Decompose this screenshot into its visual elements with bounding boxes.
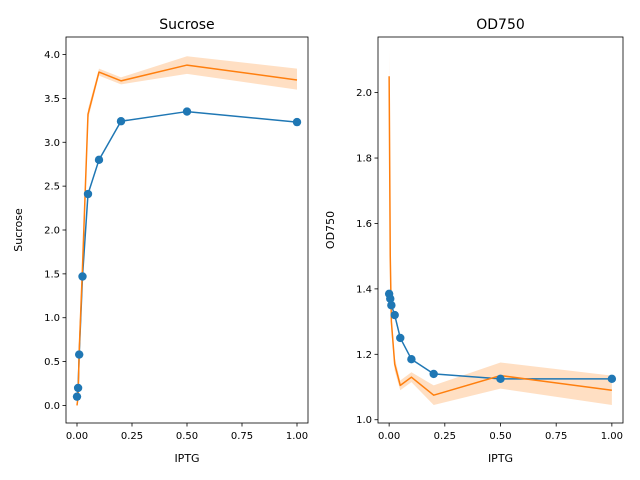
sucrose-y-tick-label: 2.0 (44, 226, 60, 237)
sucrose-blue-data-point (83, 189, 93, 199)
sucrose-x-tick-label: 0.25 (121, 431, 143, 442)
sucrose-y-tick-label: 3.0 (44, 138, 60, 149)
sucrose-y-tick-label: 4.0 (44, 50, 60, 61)
od750-x-tick-label: 0.00 (378, 431, 400, 442)
od750-blue-data-point (496, 374, 505, 384)
od750-x-tick-label: 0.25 (434, 431, 456, 442)
sucrose-ticks: 0.00 0.25 0.50 0.75 1.00 0.0 0.5 1.0 1.5 2.0 2.5 3.… (44, 50, 308, 442)
od750-blue-data-point (429, 369, 438, 379)
od750-y-tick-label: 1.2 (356, 350, 372, 361)
sucrose-x-axis-label: IPTG (174, 452, 199, 465)
sucrose-blue-data-point (75, 350, 84, 359)
sucrose-blue-data-point (78, 272, 87, 281)
sucrose-x-tick-label: 0.75 (231, 431, 253, 442)
od750-x-tick-label: 0.50 (489, 431, 511, 442)
od750-y-tick-label: 1.4 (356, 284, 372, 295)
od750-blue-data-point (386, 294, 395, 303)
od750-ticks: 0.00 0.25 0.50 0.75 1.00 1.0 1.2 1.4 1.6 1.8 2.0 (356, 88, 623, 442)
sucrose-orange-series-line (76, 64, 298, 406)
od750-y-tick-label: 2.0 (356, 88, 372, 99)
sucrose-blue-data-point (73, 383, 83, 393)
sucrose-y-tick-label: 3.5 (44, 94, 60, 105)
sucrose-plot-frame (65, 36, 309, 424)
sucrose-x-tick-label: 0.50 (176, 431, 198, 442)
sucrose-x-tick-label: 1.00 (286, 431, 308, 442)
sucrose-y-tick-label: 1.5 (44, 269, 60, 280)
sucrose-y-tick-label: 0.0 (44, 401, 60, 412)
sucrose-blue-data-point (292, 117, 302, 127)
od750-blue-data-point (396, 333, 405, 343)
sucrose-blue-data-point (94, 155, 104, 165)
sucrose-x-tick-label: 0.00 (66, 431, 88, 442)
od750-x-tick-label: 1.00 (601, 431, 623, 442)
sucrose-blue-data-point (182, 107, 192, 116)
sucrose-markers (72, 107, 302, 401)
od750-chart-title: OD750 (476, 17, 525, 33)
od750-x-axis-label: IPTG (488, 452, 513, 465)
od750-x-tick-label: 0.75 (545, 431, 567, 442)
sucrose-panel: Sucrose IPTG Sucrose 0.00 0.25 0.50 0.75 1.0… (12, 17, 309, 465)
od750-y-tick-label: 1.6 (356, 219, 372, 230)
od750-blue-data-point (407, 355, 416, 364)
od750-blue-data-point (607, 374, 617, 384)
sucrose-y-tick-label: 2.5 (44, 182, 60, 193)
sucrose-y-axis-label: Sucrose (12, 208, 25, 252)
od750-y-axis-label: OD750 (324, 211, 337, 249)
od750-markers (384, 289, 617, 384)
od750-blue-data-point (390, 310, 399, 320)
sucrose-y-tick-label: 1.0 (44, 313, 60, 324)
sucrose-blue-data-point (116, 117, 126, 126)
od750-blue-data-point (387, 301, 396, 310)
od750-plot-frame (377, 36, 624, 424)
sucrose-y-tick-label: 0.5 (44, 357, 60, 368)
od750-panel: OD750 IPTG OD750 0.00 0.25 0.50 0.75 1.00 1.0… (324, 17, 624, 465)
od750-y-tick-label: 1.0 (356, 415, 372, 426)
od750-y-tick-label: 1.8 (356, 154, 372, 165)
sucrose-blue-data-point (72, 392, 82, 401)
od750-orange-series-line (388, 76, 612, 396)
sucrose-chart-title: Sucrose (159, 17, 214, 33)
